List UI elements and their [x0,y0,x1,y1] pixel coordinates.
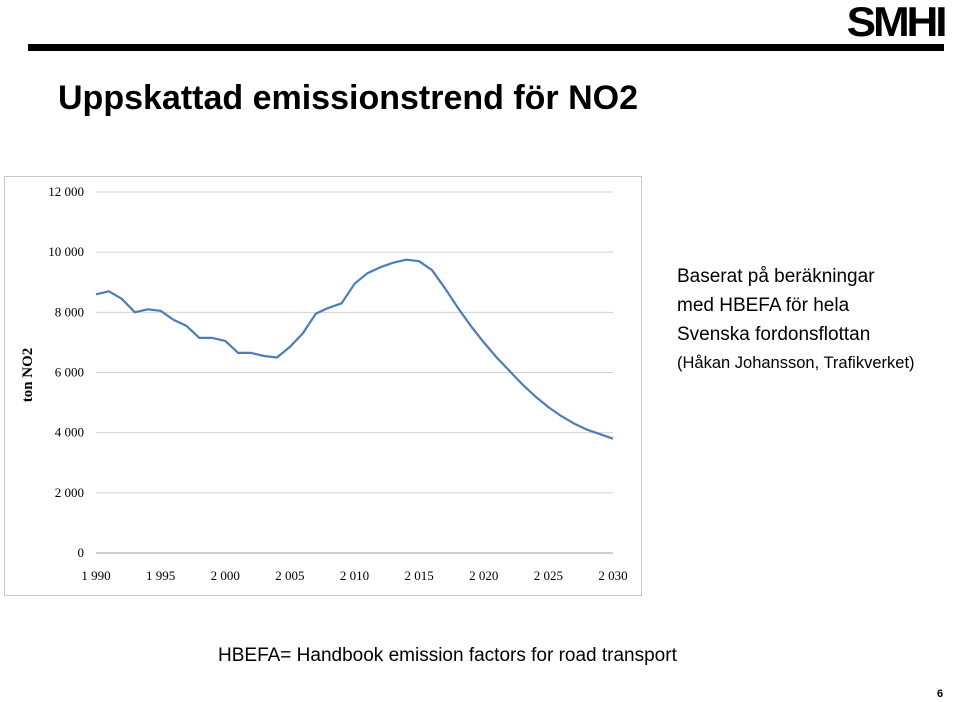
y-tick-label: 4 000 [55,425,84,440]
y-tick-label: 12 000 [48,184,84,199]
smhi-logo: SMHI [846,0,948,45]
note-line: Baserat på beräkningar [677,266,875,287]
x-tick-label: 2 015 [405,568,434,583]
y-tick-label: 2 000 [55,485,84,500]
note-line: Svenska fordonsflottan [677,324,871,345]
y-axis-label: ton NO2 [20,348,36,403]
x-tick-labels: 1 990 1 995 2 000 2 005 2 010 2 015 2 020 2 025… [81,568,627,583]
y-tick-label: 0 [78,545,85,560]
header-rule [28,44,944,51]
x-tick-label: 1 990 [81,568,110,583]
y-tick-label: 8 000 [55,304,84,319]
x-tick-label: 2 030 [598,568,627,583]
y-tick-label: 6 000 [55,365,84,380]
page-title: Uppskattad emissionstrend för NO2 [58,79,639,117]
note-block: Baserat på beräkningar med HBEFA för hel… [677,262,915,378]
page-number: 6 [937,688,944,700]
grid-lines [96,191,613,554]
x-tick-label: 2 005 [275,568,304,583]
x-tick-label: 2 010 [340,568,369,583]
y-tick-label: 10 000 [48,244,84,259]
note-line: (Håkan Johansson, Trafikverket) [677,354,915,372]
series-layer [95,258,614,440]
x-tick-label: 2 025 [534,568,563,583]
note-line: med HBEFA för hela [677,295,850,316]
footnote: HBEFA= Handbook emission factors for roa… [218,645,677,666]
x-tick-label: 2 020 [469,568,498,583]
series-line [95,258,614,440]
x-tick-label: 1 995 [146,568,175,583]
y-tick-labels: 0 2 000 4 000 6 000 8 000 10 000 12 000 [48,184,84,560]
x-tick-label: 2 000 [211,568,240,583]
